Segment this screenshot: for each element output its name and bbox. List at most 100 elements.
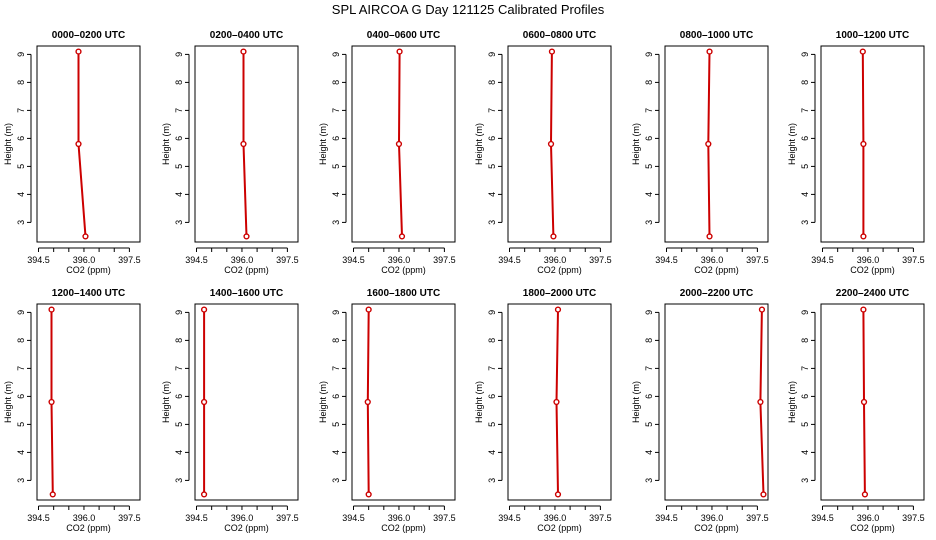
plot-frame xyxy=(664,45,769,243)
y-tick-label: 8 xyxy=(487,80,497,85)
data-point xyxy=(554,306,562,313)
x-tick-label: 397.5 xyxy=(276,513,299,523)
data-point xyxy=(757,398,764,406)
x-tick-label: 396.0 xyxy=(857,513,880,523)
y-tick-label: 3 xyxy=(800,478,810,483)
data-point xyxy=(860,398,868,406)
y-axis-label: Height (m) xyxy=(474,381,484,423)
y-axis-label: Height (m) xyxy=(161,123,171,165)
data-point xyxy=(396,48,403,55)
y-tick-label: 8 xyxy=(487,338,497,343)
y-tick-label: 4 xyxy=(16,192,26,197)
data-point xyxy=(706,48,713,55)
data-point xyxy=(243,233,250,240)
y-tick-label: 6 xyxy=(644,136,654,141)
x-tick-label: 396.0 xyxy=(73,513,96,523)
y-tick-label: 3 xyxy=(16,478,26,483)
data-point xyxy=(364,398,371,406)
y-axis-label: Height (m) xyxy=(631,381,641,423)
x-axis-label: CO2 (ppm) xyxy=(850,265,895,275)
x-tick-label: 397.5 xyxy=(746,255,769,265)
panel-title: 2200–2400 UTC xyxy=(836,288,909,299)
data-point xyxy=(861,491,869,498)
data-point xyxy=(860,306,867,313)
y-axis-label: Height (m) xyxy=(318,123,328,165)
y-tick-label: 9 xyxy=(487,52,497,57)
x-tick-label: 396.0 xyxy=(544,255,567,265)
x-tick-label: 394.5 xyxy=(811,513,834,523)
y-tick-label: 4 xyxy=(644,192,654,197)
y-tick-label: 7 xyxy=(331,366,341,371)
plot-frame xyxy=(820,303,925,501)
x-tick-label: 394.5 xyxy=(27,513,50,523)
y-tick-label: 5 xyxy=(487,164,497,169)
y-axis-label: Height (m) xyxy=(3,123,13,165)
data-point xyxy=(860,140,867,148)
y-tick-label: 4 xyxy=(174,192,184,197)
x-tick-label: 397.5 xyxy=(118,513,141,523)
plot-frame xyxy=(351,45,456,243)
y-tick-label: 6 xyxy=(16,136,26,141)
y-tick-label: 3 xyxy=(644,478,654,483)
y-tick-label: 9 xyxy=(487,310,497,315)
panel-title: 0200–0400 UTC xyxy=(210,30,283,41)
y-tick-label: 5 xyxy=(331,164,341,169)
page-title: SPL AIRCOA G Day 121125 Calibrated Profi… xyxy=(332,2,605,17)
y-tick-label: 4 xyxy=(800,192,810,197)
y-tick-label: 8 xyxy=(800,80,810,85)
panel-title: 1200–1400 UTC xyxy=(52,288,125,299)
y-axis-label: Height (m) xyxy=(474,123,484,165)
y-tick-label: 8 xyxy=(174,80,184,85)
x-tick-label: 394.5 xyxy=(655,255,678,265)
plot-frame xyxy=(820,45,925,243)
y-tick-label: 8 xyxy=(800,338,810,343)
profile-panel: 2200–2400 UTC 394.5 396.0 397.5 CO2 (ppm) 3 4 5… xyxy=(787,288,925,533)
y-tick-label: 5 xyxy=(800,422,810,427)
data-point xyxy=(548,48,556,55)
data-point xyxy=(395,140,403,148)
y-tick-label: 9 xyxy=(16,310,26,315)
data-point xyxy=(75,140,82,148)
data-point xyxy=(75,48,82,55)
x-axis-label: CO2 (ppm) xyxy=(537,523,582,533)
data-point xyxy=(706,233,713,240)
y-tick-label: 4 xyxy=(644,450,654,455)
y-tick-label: 9 xyxy=(800,52,810,57)
x-tick-label: 394.5 xyxy=(185,513,208,523)
y-tick-label: 7 xyxy=(800,108,810,113)
data-point xyxy=(758,306,766,313)
x-tick-label: 396.0 xyxy=(544,513,567,523)
y-tick-label: 5 xyxy=(16,422,26,427)
y-tick-label: 5 xyxy=(16,164,26,169)
y-tick-label: 3 xyxy=(487,220,497,225)
y-tick-label: 3 xyxy=(174,478,184,483)
data-point xyxy=(550,233,557,240)
x-axis-label: CO2 (ppm) xyxy=(224,523,269,533)
y-tick-label: 9 xyxy=(800,310,810,315)
y-tick-label: 6 xyxy=(800,394,810,399)
plot-frame xyxy=(36,45,141,243)
y-tick-label: 5 xyxy=(800,164,810,169)
y-tick-label: 5 xyxy=(331,422,341,427)
y-tick-label: 6 xyxy=(644,394,654,399)
x-tick-label: 394.5 xyxy=(498,255,521,265)
x-axis-label: CO2 (ppm) xyxy=(224,265,269,275)
profile-panel: 1000–1200 UTC 394.5 396.0 397.5 CO2 (ppm) 3 4 5… xyxy=(787,30,925,275)
y-tick-label: 7 xyxy=(800,366,810,371)
data-point xyxy=(49,491,56,498)
y-tick-label: 3 xyxy=(331,478,341,483)
y-tick-label: 7 xyxy=(174,366,184,371)
data-point xyxy=(554,491,562,498)
y-tick-label: 8 xyxy=(16,80,26,85)
x-axis-label: CO2 (ppm) xyxy=(850,523,895,533)
panel-title: 0800–1000 UTC xyxy=(680,30,753,41)
panel-title: 1800–2000 UTC xyxy=(523,288,596,299)
y-tick-label: 9 xyxy=(331,52,341,57)
x-axis-label: CO2 (ppm) xyxy=(66,265,111,275)
x-axis-label: CO2 (ppm) xyxy=(381,523,426,533)
y-tick-label: 7 xyxy=(174,108,184,113)
x-tick-label: 397.5 xyxy=(902,255,925,265)
y-tick-label: 6 xyxy=(487,394,497,399)
y-tick-label: 9 xyxy=(331,310,341,315)
y-tick-label: 9 xyxy=(174,52,184,57)
